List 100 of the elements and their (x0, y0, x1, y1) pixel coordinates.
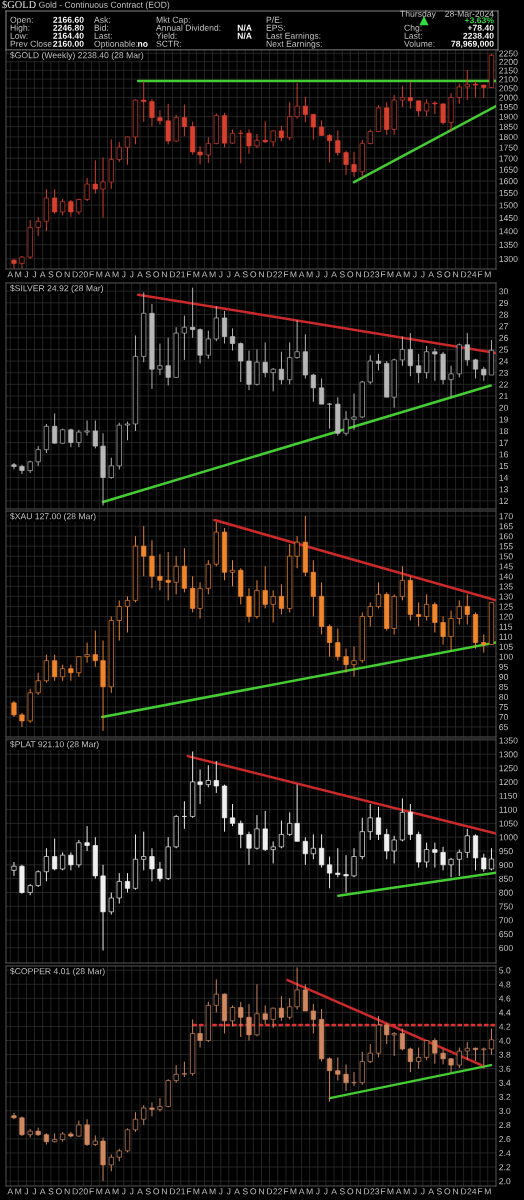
x-tick-label: A (395, 1188, 402, 1195)
candlestick (100, 1137, 106, 1182)
candlestick (335, 129, 341, 157)
y-tick-label: 1950 (499, 104, 518, 111)
x-tick-label: M (484, 1188, 491, 1195)
candlestick (43, 847, 49, 882)
y-tick-label: 2150 (499, 67, 518, 74)
candlestick (424, 593, 430, 621)
y-tick-label: 120 (499, 613, 513, 620)
candlestick (440, 103, 446, 126)
y-tick-label: 155 (499, 543, 513, 550)
candlestick (416, 601, 422, 627)
x-tick-label: N (162, 271, 167, 278)
text: N/A (237, 24, 252, 31)
x-tick-label: O (444, 271, 451, 278)
x-tick-label: S (145, 271, 151, 278)
candlestick (326, 133, 333, 163)
y-tick-label: 3.4 (499, 1079, 511, 1086)
candlestick (270, 840, 276, 864)
x-tick-label: N (162, 1188, 167, 1195)
x-tick-label: J (32, 271, 36, 278)
x-tick-label: J (24, 271, 28, 278)
candlestick (165, 103, 171, 145)
text: Ask: (94, 16, 110, 23)
candlestick (213, 760, 219, 794)
y-tick-label: 1600 (499, 178, 518, 185)
y-tick-label: 4.2 (498, 1023, 511, 1030)
y-tick-label: 1300 (499, 255, 518, 262)
candlestick (124, 135, 131, 166)
candlestick (448, 1057, 454, 1074)
x-tick-label: J (24, 1188, 28, 1195)
x-tick-label: J (121, 1188, 126, 1195)
y-tick-label: 65 (499, 724, 508, 731)
x-tick-label: O (153, 1188, 160, 1195)
candlestick (326, 1056, 333, 1103)
x-tick-label: J (420, 1188, 425, 1195)
candlestick (278, 583, 285, 615)
x-tick-label: A (104, 271, 111, 278)
candlestick (141, 831, 147, 871)
candlestick (407, 332, 413, 377)
candlestick (229, 1004, 236, 1027)
candlestick (116, 599, 122, 642)
candlestick (326, 624, 333, 658)
y-tick-label: 2.8 (499, 1121, 511, 1129)
x-tick-label: M (15, 1188, 22, 1195)
x-tick-label: S (242, 1188, 248, 1195)
x-tick-label: O (55, 1188, 62, 1195)
candlestick (35, 672, 41, 696)
candlestick (270, 1006, 276, 1029)
y-tick-label: 22 (499, 381, 508, 388)
x-tick-label: A (234, 1188, 240, 1195)
candlestick (84, 642, 90, 664)
candlestick (464, 332, 470, 367)
candlestick (213, 978, 219, 1013)
x-tick-label: S (436, 271, 442, 278)
text: N/A (237, 32, 252, 39)
y-tick-label: 1200 (499, 778, 518, 786)
x-tick-label: N (259, 271, 264, 278)
candlestick (165, 551, 171, 601)
x-tick-label: M (403, 271, 410, 278)
candlestick (149, 847, 155, 882)
x-tick-label: O (55, 271, 62, 278)
text: 2160.00 (53, 40, 84, 47)
candlestick (343, 648, 349, 674)
y-tick-label: 5.0 (499, 967, 511, 974)
text: Last: (94, 32, 112, 39)
x-tick-label: M (306, 1188, 313, 1195)
candlestick (254, 983, 260, 1037)
x-tick-label: D (267, 1188, 273, 1195)
candlestick (310, 113, 316, 141)
y-tick-label: 170 (499, 513, 513, 520)
candlestick (254, 814, 260, 851)
candlestick (407, 1047, 413, 1073)
text: P/E: (266, 16, 282, 23)
y-tick-label: 15 (499, 463, 508, 470)
candlestick (238, 820, 244, 849)
candlestick (116, 141, 122, 163)
x-tick-label: S (436, 1188, 442, 1195)
x-tick-label: A (7, 1188, 14, 1195)
text: Bid: (94, 24, 109, 31)
y-tick-label: 70 (499, 714, 509, 721)
candlestick (19, 1115, 25, 1137)
y-tick-label: 1750 (499, 144, 518, 151)
y-tick-label: 1350 (499, 241, 518, 248)
x-tick-label: J (218, 1188, 223, 1195)
x-tick-label: O (250, 1188, 257, 1195)
candlestick (302, 836, 308, 866)
y-tick-label: 3.0 (499, 1107, 511, 1114)
x-tick-label: D (72, 271, 78, 278)
candlestick (399, 85, 405, 108)
candlestick (302, 333, 308, 380)
candlestick (52, 412, 58, 445)
text: $GOLD (2, 0, 36, 9)
candlestick (124, 595, 131, 634)
x-tick-label: A (201, 1188, 208, 1195)
candlestick (399, 565, 405, 601)
x-tick-label: J (121, 271, 126, 278)
candlestick (52, 838, 58, 871)
x-tick-label: A (234, 271, 240, 278)
candlestick (456, 599, 462, 625)
